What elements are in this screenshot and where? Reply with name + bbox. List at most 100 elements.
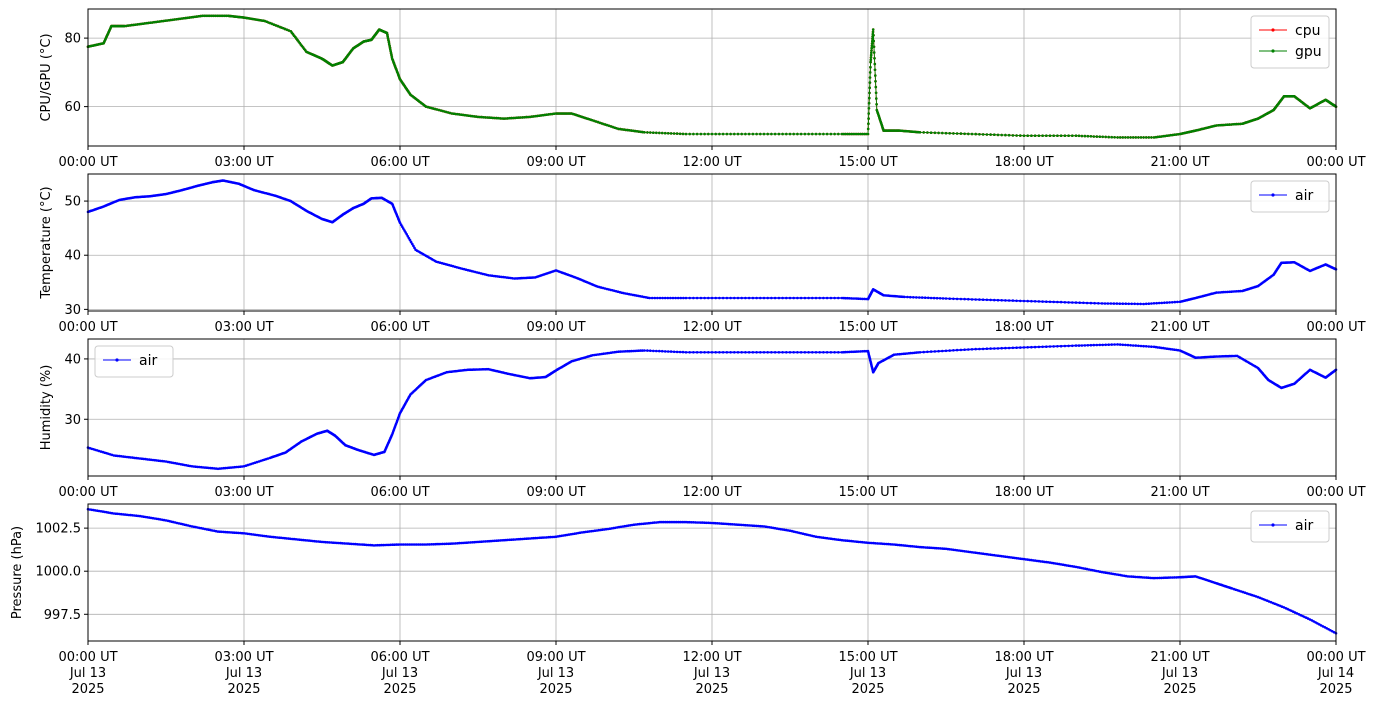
data-point	[762, 351, 766, 354]
data-point	[978, 298, 981, 301]
data-point	[879, 542, 883, 545]
data-point	[864, 349, 868, 353]
data-point	[948, 548, 951, 551]
data-point	[837, 132, 840, 136]
data-point	[162, 460, 166, 463]
data-point	[837, 351, 840, 354]
y-axis-label: Pressure (hPa)	[10, 526, 25, 619]
chart-panel-1: 60 80 00:00 UT 03:00 UT 06:00 UT 09:00 UT 12:0…	[39, 8, 1366, 170]
x-tick-label-line: 18:00 UT	[994, 320, 1053, 335]
data-point	[405, 233, 409, 236]
legend: air	[1250, 510, 1330, 543]
data-point	[872, 51, 876, 54]
data-point	[939, 547, 942, 550]
data-point	[649, 131, 652, 134]
x-tick-label: 12:00 UT	[682, 485, 741, 500]
data-point	[671, 520, 675, 524]
data-point	[929, 546, 933, 550]
data-point	[407, 236, 411, 240]
data-point	[666, 350, 670, 353]
data-point	[796, 132, 799, 136]
data-point	[510, 116, 513, 120]
data-point	[1056, 134, 1059, 137]
data-point	[851, 132, 855, 136]
data-point	[324, 540, 328, 544]
data-point	[1130, 302, 1133, 306]
data-point	[903, 352, 907, 356]
data-point	[967, 297, 970, 301]
data-point	[915, 296, 918, 299]
data-point	[133, 514, 136, 517]
data-point	[688, 132, 691, 136]
data-point	[868, 86, 871, 90]
data-point	[532, 115, 535, 118]
x-tick-label-line: 2025	[695, 682, 728, 697]
data-point	[435, 542, 439, 546]
data-point	[125, 455, 129, 459]
data-point	[974, 132, 977, 136]
series-markers-air	[86, 179, 1338, 306]
data-point	[1173, 300, 1177, 304]
data-point	[1144, 302, 1148, 306]
data-point	[216, 14, 219, 18]
x-tick-label: 00:00 UT	[58, 320, 117, 335]
data-point	[996, 347, 1000, 350]
data-point	[695, 351, 699, 354]
data-point	[160, 19, 163, 23]
data-point	[913, 351, 916, 355]
data-point	[643, 131, 646, 134]
data-point	[1037, 134, 1041, 137]
data-point	[658, 296, 662, 300]
data-point	[655, 349, 658, 353]
data-point	[354, 542, 357, 546]
chart-panel-2: 30 40 50 00:00 UT 03:00 UT 06:00 UT 09:00 UT 12…	[39, 173, 1366, 335]
data-point	[497, 539, 500, 542]
data-point	[549, 112, 552, 116]
data-point	[1059, 134, 1063, 137]
data-point	[703, 351, 706, 354]
data-point	[1116, 136, 1119, 139]
data-point	[396, 543, 400, 546]
data-point	[1113, 343, 1116, 346]
data-point	[1131, 136, 1135, 139]
x-tick-label: 09:00 UT	[526, 485, 585, 500]
data-point	[363, 543, 367, 546]
data-point	[814, 132, 818, 136]
data-point	[1004, 346, 1007, 350]
data-point	[777, 296, 781, 300]
data-point	[725, 132, 729, 136]
x-tick-label: 12:00 UT Jul 13 2025	[682, 650, 741, 697]
data-point	[1071, 134, 1074, 137]
data-point	[289, 537, 292, 541]
data-point	[1011, 346, 1015, 350]
data-point	[870, 51, 873, 55]
x-tick-label-line: 15:00 UT	[838, 485, 897, 500]
data-point	[740, 523, 743, 527]
data-point	[120, 512, 123, 516]
data-point	[229, 531, 233, 534]
data-point	[142, 457, 145, 461]
x-tick-label: 00:00 UT	[1306, 155, 1365, 170]
data-point	[626, 349, 629, 353]
data-point	[487, 274, 490, 277]
data-point	[1033, 300, 1037, 303]
x-tick-label-line: Jul 13	[225, 666, 262, 681]
y-tick-label: 40	[64, 249, 81, 264]
data-point	[857, 132, 860, 136]
data-point	[981, 347, 985, 351]
data-point	[1063, 344, 1067, 348]
data-point	[1129, 136, 1132, 139]
data-point	[663, 296, 667, 300]
data-point	[640, 522, 643, 526]
data-point	[526, 115, 530, 119]
x-tick-label-line: 21:00 UT	[1150, 320, 1209, 335]
data-point	[212, 14, 215, 18]
data-point	[633, 129, 637, 133]
data-point	[203, 14, 206, 18]
data-point	[994, 554, 998, 557]
data-point	[1022, 134, 1026, 137]
data-point	[448, 542, 452, 545]
data-point	[853, 350, 857, 354]
data-point	[1156, 576, 1159, 580]
data-point	[246, 532, 249, 536]
